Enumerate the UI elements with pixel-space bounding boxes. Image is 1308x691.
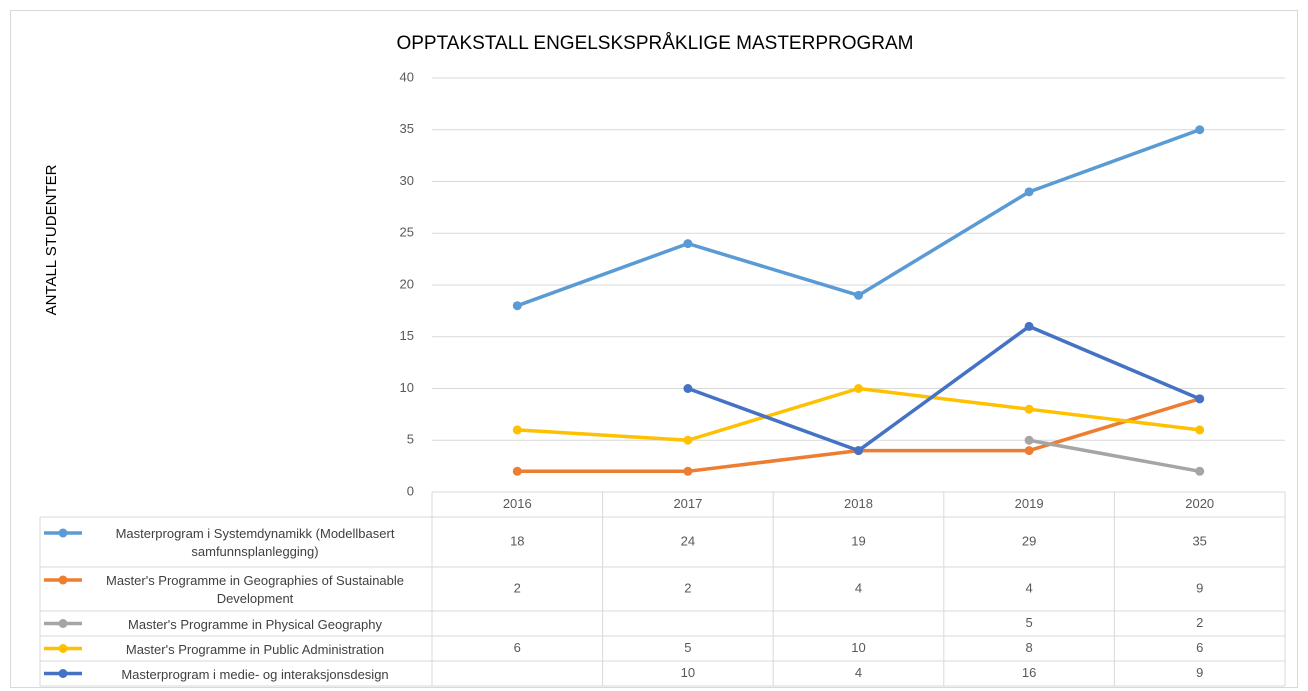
point: [1195, 466, 1205, 476]
legend-box: Masterprogram i medie- og interaksjonsde…: [84, 663, 426, 686]
y-tick-label: 15: [400, 328, 414, 343]
point: [1024, 446, 1034, 456]
point: [512, 425, 522, 435]
point: [1024, 435, 1034, 445]
point: [854, 384, 863, 393]
y-tick-label: 40: [400, 69, 414, 84]
y-tick-label: 35: [400, 121, 414, 136]
table-value: 5: [1025, 615, 1032, 630]
table-value: 35: [1192, 533, 1206, 548]
x-tick-label: 2020: [1185, 496, 1214, 511]
point: [683, 384, 693, 393]
table-value: 9: [1196, 580, 1203, 595]
legend-entry: Master's Programme in Public Administrat…: [84, 638, 426, 661]
table-value: 19: [851, 533, 865, 548]
legend-label: Master's Programme in Public Administrat…: [125, 641, 385, 657]
table-value: 4: [855, 580, 862, 595]
legend-label: Masterprogram i Systemdynamikk (Modellba…: [115, 526, 395, 559]
y-tick-label: 5: [407, 432, 414, 447]
table-value: 2: [684, 580, 691, 595]
legend-label: Masterprogram i medie- og interaksjonsde…: [121, 666, 389, 682]
table-value: 6: [1196, 640, 1203, 655]
series-line: [687, 324, 1201, 453]
y-tick-label: 25: [400, 225, 414, 240]
x-tick-label: 2018: [844, 496, 873, 511]
y-axis-label: ANTALL STUDENTER: [43, 164, 60, 315]
y-tick-label: 30: [400, 173, 414, 188]
x-tick-label: 2017: [673, 496, 702, 511]
x-tick-label: 2016: [503, 496, 532, 511]
legend-entry: Master's Programme in Physical Geography: [84, 613, 426, 636]
y-tick-label: 20: [400, 276, 414, 291]
table-value: 9: [1196, 665, 1203, 680]
table-value: 10: [681, 665, 695, 680]
legend-box: Master's Programme in Public Administrat…: [84, 638, 426, 661]
point: [854, 290, 863, 300]
point: [512, 301, 522, 311]
table-value: 18: [510, 533, 524, 548]
point: [1024, 404, 1034, 414]
legend-entry: Masterprogram i medie- og interaksjonsde…: [84, 663, 426, 686]
table-value: 5: [684, 640, 691, 655]
series-line: [1028, 438, 1201, 474]
legend-label: Master's Programme in Geographies of Sus…: [105, 573, 405, 606]
table-value: 4: [855, 665, 862, 680]
point: [1195, 394, 1205, 404]
point: [683, 239, 693, 249]
legend-key-marker: [58, 619, 68, 628]
point: [1195, 425, 1205, 435]
legend-key-marker: [58, 644, 68, 653]
point: [1024, 321, 1034, 331]
point: [854, 446, 863, 456]
table-value: 24: [681, 533, 695, 548]
table-value: 6: [514, 640, 521, 655]
point: [1195, 125, 1205, 135]
table-value: 10: [851, 640, 865, 655]
table-value: 16: [1022, 665, 1036, 680]
point: [683, 466, 693, 476]
legend-key-marker: [58, 669, 68, 678]
legend-label: Master's Programme in Physical Geography: [128, 616, 382, 632]
table-value: 8: [1025, 640, 1032, 655]
legend-entry: Master's Programme in Geographies of Sus…: [84, 569, 426, 611]
y-tick-label: 0: [407, 483, 414, 498]
x-tick-label: 2019: [1015, 496, 1044, 511]
point: [1024, 187, 1034, 197]
point: [683, 435, 693, 445]
table-value: 2: [1196, 615, 1203, 630]
y-tick-label: 10: [400, 380, 414, 395]
legend-key-marker: [58, 575, 68, 585]
legend-entry: Masterprogram i Systemdynamikk (Modellba…: [84, 519, 426, 567]
legend-box: Master's Programme in Geographies of Sus…: [84, 569, 426, 611]
legend-box: Master's Programme in Physical Geography: [84, 613, 426, 636]
table-value: 2: [514, 580, 521, 595]
legend-box: Masterprogram i Systemdynamikk (Modellba…: [84, 519, 426, 567]
table-value: 29: [1022, 533, 1036, 548]
legend-key-marker: [58, 528, 68, 538]
chart-title: OPPTAKSTALL ENGELSKSPRÅKLIGE MASTERPROGR…: [396, 33, 913, 54]
table-value: 4: [1025, 580, 1032, 595]
point: [512, 466, 522, 476]
